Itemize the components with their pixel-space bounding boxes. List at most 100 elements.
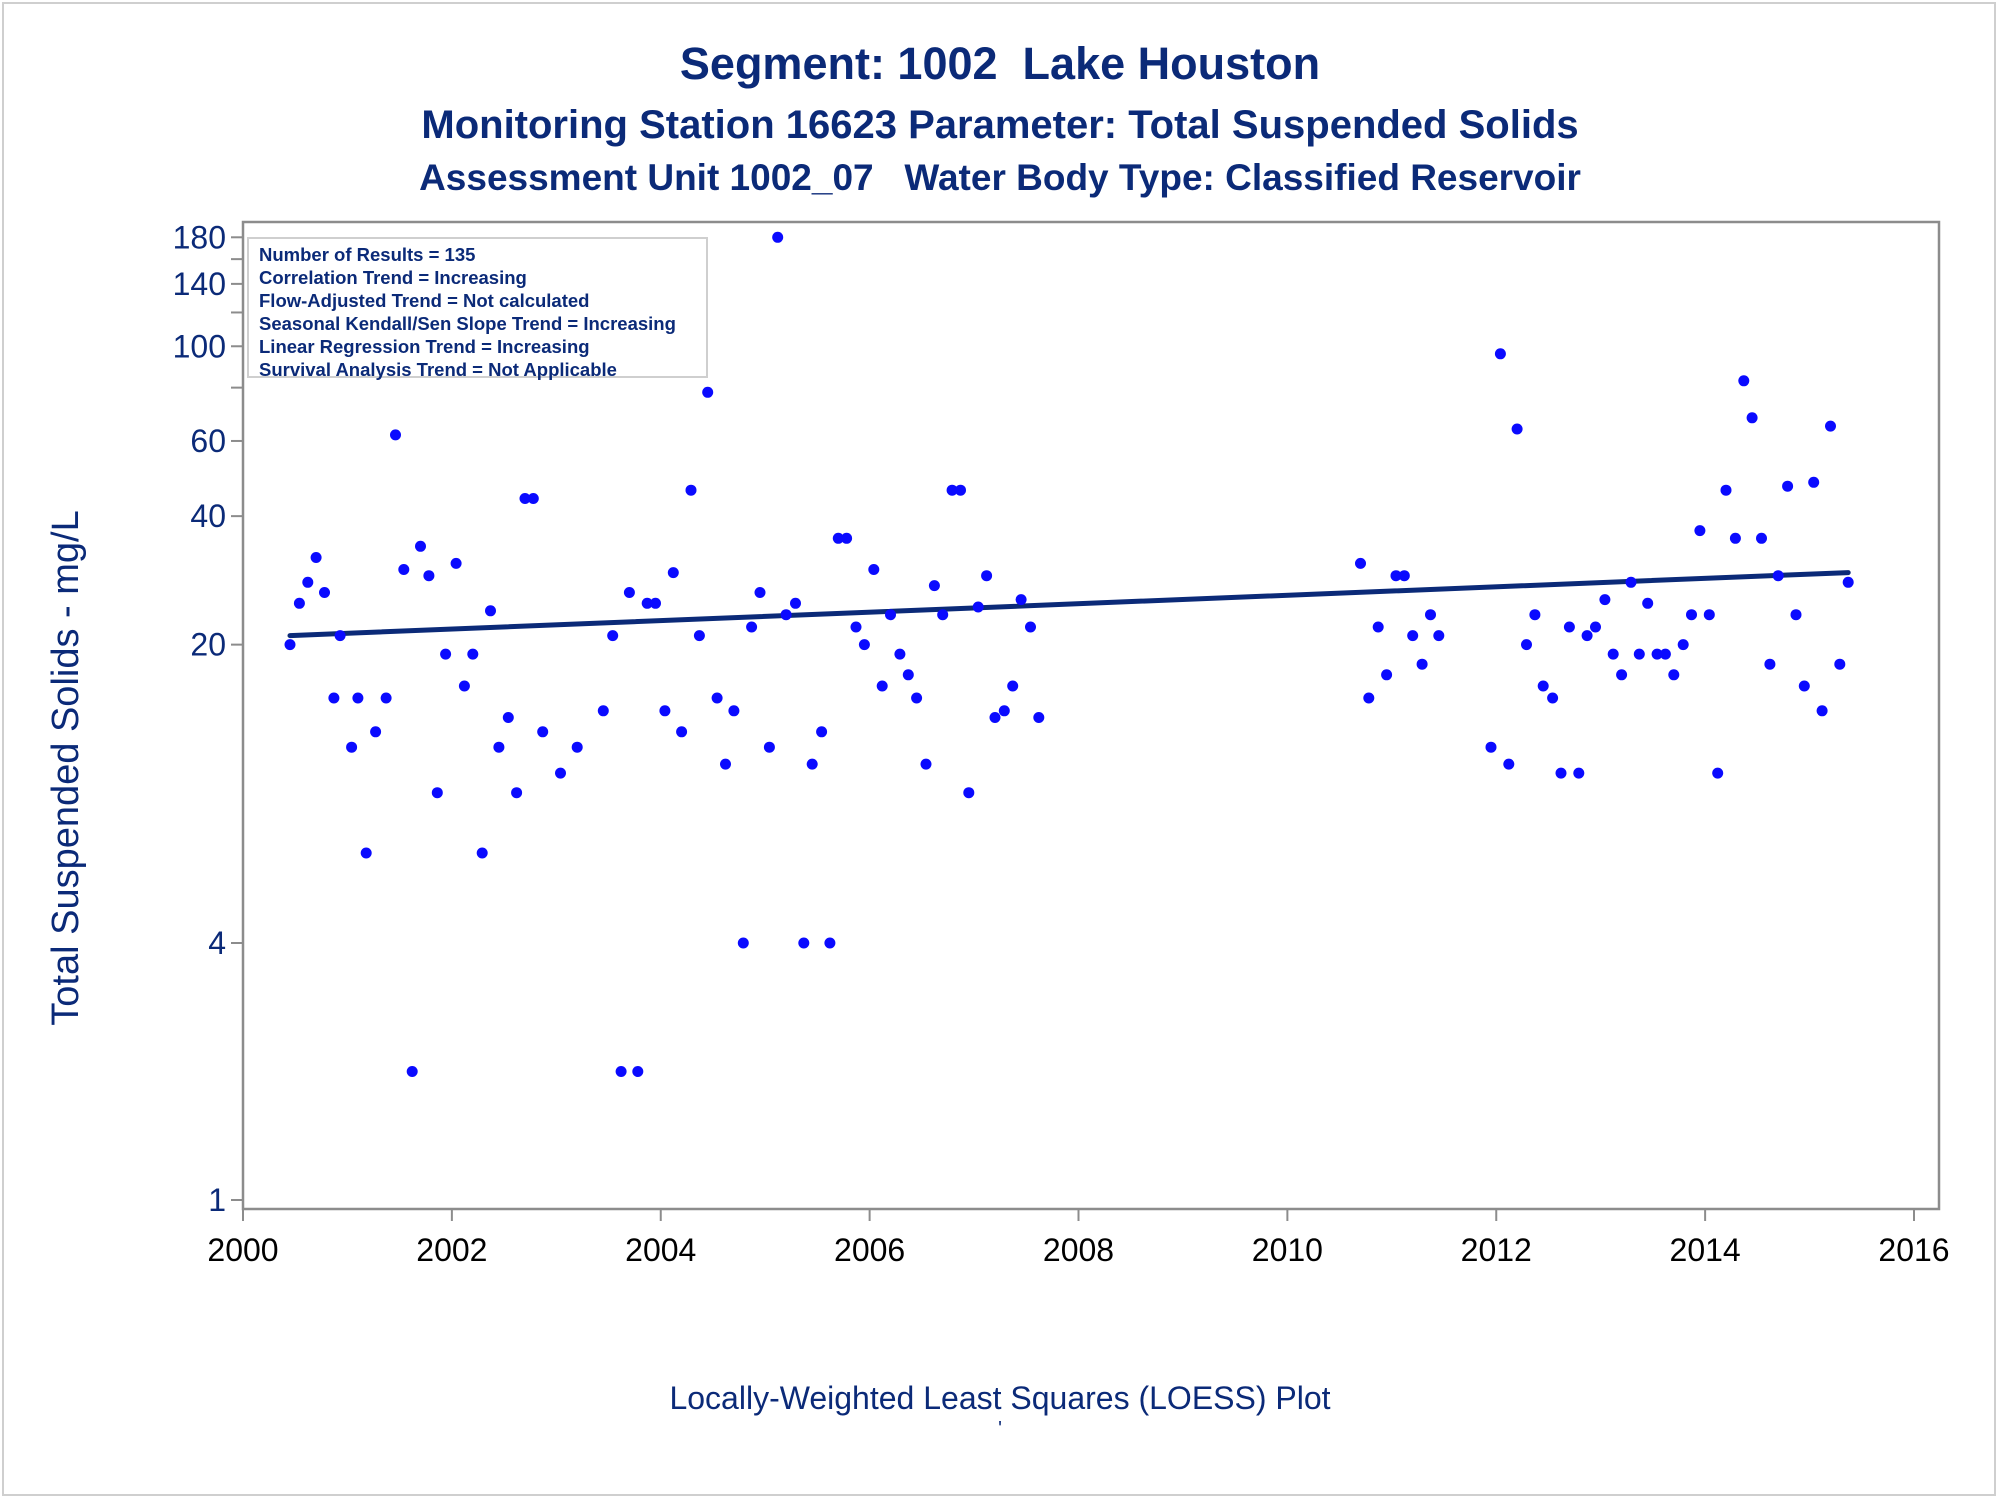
data-point — [763, 741, 775, 753]
data-point — [832, 532, 844, 544]
data-point — [1712, 767, 1724, 779]
data-point — [1599, 594, 1611, 606]
data-point — [1433, 630, 1445, 642]
x-tick-label: 2004 — [625, 1232, 696, 1268]
data-point — [1529, 609, 1541, 621]
data-point — [406, 1066, 418, 1077]
data-point — [693, 630, 705, 642]
data-point — [946, 484, 958, 496]
data-point — [502, 712, 514, 723]
data-point — [1363, 692, 1375, 704]
x-tick-label: 2008 — [1043, 1232, 1114, 1268]
data-point — [1025, 621, 1036, 633]
stat-seasonal-kendall-trend: Seasonal Kendall/Sen Slope Trend = Incre… — [259, 313, 676, 334]
x-tick-label: 2000 — [207, 1232, 278, 1268]
data-point — [1677, 639, 1689, 651]
data-point — [440, 648, 452, 660]
data-point — [476, 847, 488, 859]
data-point — [302, 576, 314, 588]
data-point — [972, 601, 984, 613]
data-point — [1537, 680, 1549, 692]
x-tick-label: 2012 — [1461, 1232, 1532, 1268]
data-point — [537, 726, 549, 738]
data-point — [1033, 712, 1045, 723]
data-point — [1407, 630, 1419, 642]
y-axis-label-group: Total Suspended Solids - mg/L — [45, 510, 87, 1025]
data-point — [346, 741, 358, 753]
data-point — [790, 597, 801, 609]
data-point — [319, 587, 330, 598]
data-point — [293, 597, 305, 609]
data-point — [858, 639, 870, 651]
stat-linear-regression-trend: Linear Regression Trend = Increasing — [259, 336, 590, 357]
chart-title: Segment: 1002 Lake Houston — [679, 38, 1321, 89]
data-point — [1790, 609, 1802, 621]
data-point — [1425, 609, 1436, 621]
data-point — [1581, 630, 1593, 642]
data-point — [937, 609, 949, 621]
data-point — [555, 767, 566, 779]
data-point — [1756, 532, 1767, 544]
data-point — [1694, 525, 1706, 537]
data-point — [824, 937, 836, 949]
data-point — [798, 937, 810, 949]
y-tick-label: 4 — [208, 925, 226, 961]
data-point — [1842, 576, 1854, 588]
data-point — [685, 484, 697, 496]
data-point — [1825, 420, 1836, 432]
data-point — [963, 787, 975, 799]
data-point — [615, 1066, 627, 1077]
data-point — [1686, 609, 1697, 621]
data-point — [728, 705, 740, 717]
x-tick-label: 2002 — [416, 1232, 487, 1268]
data-point — [746, 621, 758, 633]
y-tick-label: 100 — [173, 328, 226, 364]
data-point — [1816, 705, 1828, 717]
data-point — [876, 680, 888, 692]
data-point — [981, 570, 993, 582]
y-tick-label: 40 — [190, 498, 226, 534]
data-point — [806, 758, 818, 770]
data-point — [380, 692, 392, 704]
data-point — [737, 937, 749, 949]
data-point — [1659, 648, 1671, 660]
data-point — [431, 787, 443, 799]
data-point — [352, 692, 364, 704]
data-point — [597, 705, 609, 717]
data-point — [1416, 658, 1428, 670]
data-point — [370, 726, 382, 738]
data-point — [850, 621, 862, 633]
chart-subtitle-assessment: Assessment Unit 1002_07 Water Body Type:… — [419, 157, 1581, 198]
data-point — [989, 712, 1001, 723]
data-point — [1494, 348, 1506, 360]
data-point — [1590, 621, 1601, 633]
data-point — [702, 386, 714, 398]
data-point — [902, 669, 914, 681]
trend-stats-box: Number of Results = 135 Correlation Tren… — [247, 237, 708, 380]
data-point — [1485, 741, 1497, 753]
data-point — [1729, 532, 1741, 544]
data-point — [485, 605, 496, 617]
data-point — [1764, 658, 1776, 670]
data-point — [1703, 609, 1715, 621]
data-point — [1651, 648, 1663, 660]
plot-area-frame — [241, 220, 1941, 1211]
x-tick-label: 2010 — [1252, 1232, 1323, 1268]
data-point — [1798, 680, 1810, 692]
data-point — [511, 787, 523, 799]
chart-footnote: Locally-Weighted Least Squares (LOESS) P… — [669, 1380, 1331, 1416]
data-point — [711, 692, 723, 704]
data-point — [1563, 621, 1575, 633]
data-point — [334, 630, 346, 642]
data-point — [1007, 680, 1019, 692]
data-point — [527, 493, 539, 504]
data-point — [632, 1066, 644, 1077]
data-point — [676, 726, 688, 738]
y-tick-label: 20 — [190, 627, 226, 663]
data-point — [467, 648, 479, 660]
data-point — [1511, 423, 1523, 435]
axes: 2000 2002 2004 2006 2008 2010 2012 2014 2016 1 4 20… — [173, 219, 1950, 1268]
x-tick-label: 2016 — [1878, 1232, 1949, 1268]
data-point — [720, 758, 731, 770]
y-tick-label: 1 — [208, 1182, 226, 1218]
